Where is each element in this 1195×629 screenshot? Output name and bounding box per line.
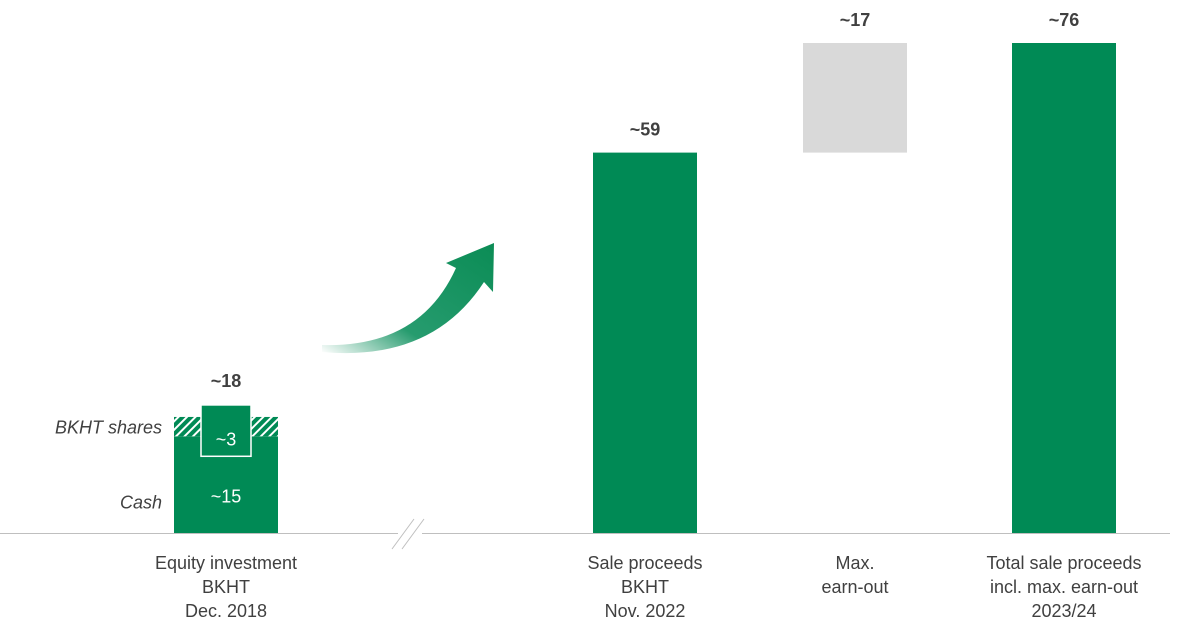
bar-total-label: ~17 [840,10,871,30]
category-label-sale: Sale proceeds [587,553,702,573]
category-label-total: incl. max. earn-out [990,577,1138,597]
value-box [200,404,252,458]
segment-value-label: ~3 [216,430,237,450]
category-label-investment: Dec. 2018 [185,601,267,621]
category-label-sale: BKHT [621,577,669,597]
bar-total [1012,43,1116,533]
category-label-earnout: earn-out [821,577,888,597]
bar-sale [593,152,697,533]
bar-earnout [803,43,907,153]
segment-value-label: ~15 [211,487,242,507]
bars-layer [174,43,1116,533]
growth-arrow-icon [322,243,494,354]
category-label-earnout: Max. [835,553,874,573]
category-label-total: 2023/24 [1031,601,1096,621]
segment-name-label: Cash [120,493,162,513]
category-label-investment: BKHT [202,577,250,597]
category-label-sale: Nov. 2022 [605,601,686,621]
axis-break-mark [391,518,425,550]
labels-layer: ~15 Cash ~3 BKHT shares ~18 ~59 ~17 ~76 Equity i… [55,10,1142,621]
category-label-total: Total sale proceeds [986,553,1141,573]
bar-total-label: ~59 [630,120,661,140]
segment-name-label: BKHT shares [55,418,162,438]
bar-total-label: ~76 [1049,10,1080,30]
bar-total-label: ~18 [211,371,242,391]
category-label-investment: Equity investment [155,553,297,573]
